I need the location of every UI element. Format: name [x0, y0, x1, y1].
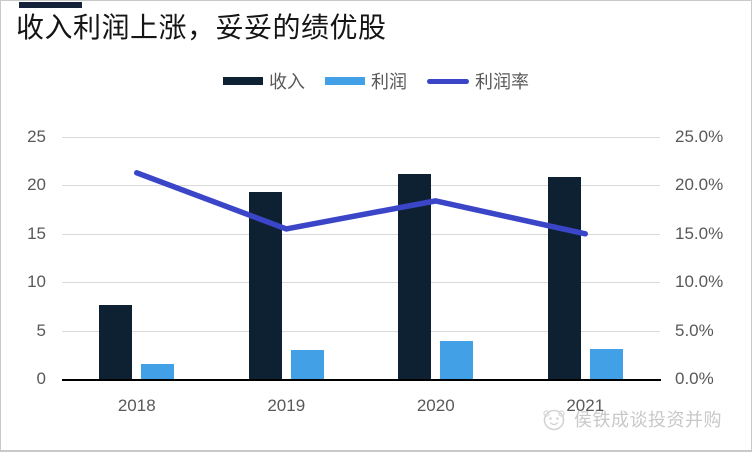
margin-line-swatch: [427, 78, 469, 84]
legend-item-profit: 利润: [325, 68, 407, 94]
y-axis-left-label: 15: [27, 223, 46, 243]
profit-bar-2018: [141, 363, 175, 379]
y-axis-right-label: 20.0%: [675, 175, 724, 195]
y-axis-right-label: 0.0%: [675, 369, 714, 388]
y-axis-right-label: 5.0%: [675, 320, 714, 340]
title-accent-bar: [19, 2, 82, 8]
x-axis-baseline: [62, 379, 661, 381]
chart-legend: 收入 利润 利润率: [0, 68, 752, 94]
profit-bar-2020: [440, 341, 474, 379]
profit-bar-2019: [290, 349, 324, 379]
revenue-bar-2019: [248, 192, 282, 379]
y-axis-right-label: 15.0%: [675, 223, 724, 243]
y-axis-left-label: 5: [36, 320, 46, 340]
y-axis-left-label: 0: [36, 369, 46, 388]
y-axis-right-label: 10.0%: [675, 272, 724, 292]
revenue-bar-2020: [398, 173, 432, 379]
grid-line: [62, 282, 660, 284]
profit-swatch: [325, 77, 365, 85]
page-title: 收入利润上涨，妥妥的绩优股: [16, 12, 387, 43]
legend-label-profit: 利润: [371, 72, 407, 92]
watermark-logo-icon: [543, 409, 565, 431]
revenue-swatch: [223, 77, 263, 85]
y-axis-left-label: 20: [27, 175, 46, 195]
x-axis-label-2018: 2018: [117, 396, 156, 415]
y-axis-left-label: 25: [27, 127, 46, 146]
x-axis-label-2019: 2019: [267, 396, 306, 415]
revenue-bar-2018: [99, 305, 133, 379]
watermark: 侯铁成谈投资并购: [540, 405, 722, 433]
grid-line: [62, 330, 660, 332]
revenue-bar-2021: [547, 176, 581, 379]
x-axis-label-2021: 2021: [566, 396, 605, 415]
y-axis-left-label: 10: [27, 272, 46, 292]
watermark-text: 侯铁成谈投资并购: [574, 410, 722, 430]
legend-label-revenue: 收入: [269, 72, 305, 92]
y-axis-right-label: 25.0%: [675, 127, 724, 146]
profit-bar-2021: [589, 348, 623, 379]
x-axis-label-2020: 2020: [416, 396, 455, 415]
legend-label-margin: 利润率: [475, 72, 529, 92]
legend-item-revenue: 收入: [223, 68, 305, 94]
grid-line: [62, 137, 660, 138]
legend-item-margin: 利润率: [427, 68, 529, 94]
